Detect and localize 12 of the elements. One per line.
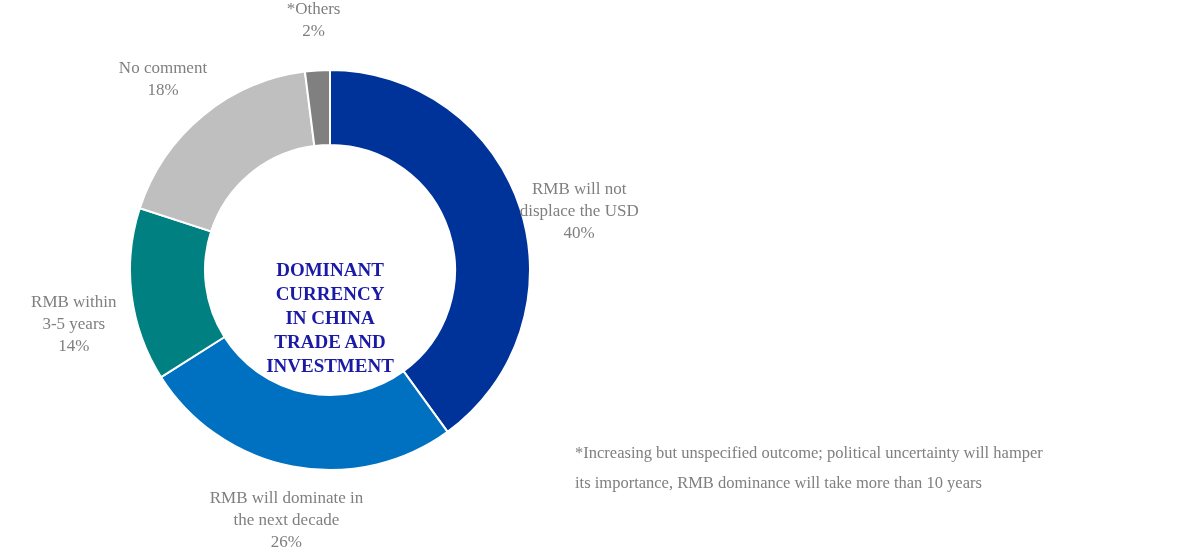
slice-label: RMB within 3-5 years <box>31 292 118 334</box>
data-label: 26% <box>270 532 303 552</box>
data-label: 40% <box>563 223 595 243</box>
data-label: 18% <box>147 80 179 100</box>
text: DOMINANT CURRENCY IN CHINA TRADE AND INVESTMENT <box>266 259 395 376</box>
slice-label: RMB will not displace the USD <box>519 179 639 221</box>
slice-label: RMB will dominate in the next decade <box>209 488 364 530</box>
text: *Increasing but unspecified outcome; political uncertainty will hamper its importance, RMB dominance will take more than 10 years <box>575 443 1044 492</box>
slice-label: No comment <box>118 58 208 78</box>
data-label: 2% <box>302 20 325 40</box>
slice-label: *Others <box>286 0 341 18</box>
data-label: 14% <box>58 336 90 356</box>
